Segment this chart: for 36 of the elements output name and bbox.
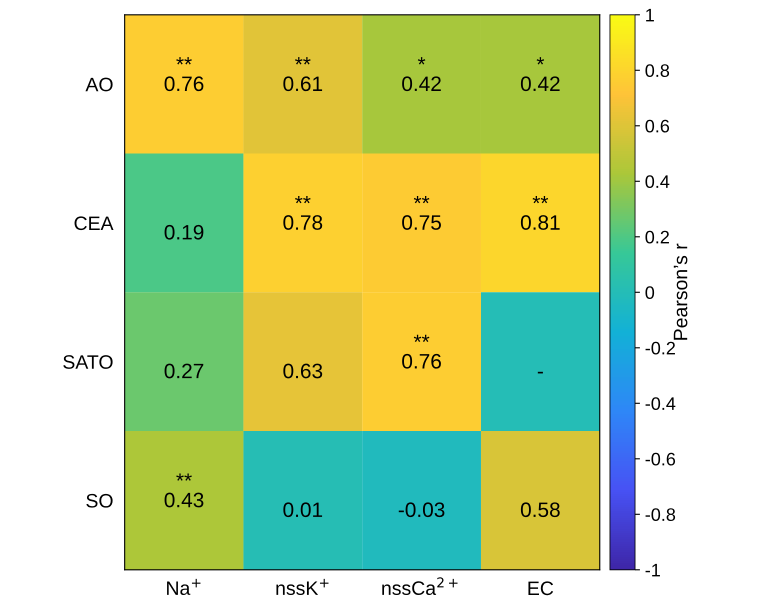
data-label: ** 0.43 [164,473,204,508]
color-bar-label: -0.6 [646,452,676,466]
color-bar-title: Pearson’s r [674,244,688,340]
data-label: ** 0.81 [520,196,560,230]
color-bar-label: -0.8 [646,508,676,522]
color-bar-label: -1 [646,564,660,576]
x-tick-label: nssK$^{+}$ [276,578,328,596]
data-label: - [538,372,543,374]
color-bar-label: 0.4 [645,175,670,188]
y-tick-label: SO [86,494,113,508]
y-tick-label: SATO [63,355,113,369]
data-label: 0.19 [164,224,204,240]
data-label: ** 0.76 [164,57,204,92]
color-bar-label: 1 [646,8,654,22]
color-bar-label: 0.2 [645,230,669,244]
x-tick-label: Na$^{+}$ [167,578,200,596]
color-bar-label: -0.2 [646,342,675,355]
data-label: * 0.42 [402,57,441,92]
y-tick-label: CEA [74,216,114,230]
data-label: 0.58 [520,502,560,518]
data-label: -0.03 [398,502,444,518]
x-tick-label: nssCa$^{2+}$ [382,577,458,596]
data-label: ** 0.78 [283,196,322,230]
data-label: * 0.42 [520,57,560,92]
color-bar-label: 0.8 [645,64,670,78]
data-label: ** 0.75 [402,196,441,230]
data-label: 0.01 [283,502,322,518]
x-tick-label: EC [528,581,554,596]
data-label: ** 0.76 [402,334,441,369]
data-label: 0.63 [283,364,322,378]
color-bar-label: 0.6 [645,120,670,133]
data-label: ** 0.61 [283,57,322,92]
data-label: 0.27 [164,364,204,378]
y-tick-label: AO [85,78,113,92]
color-bar-label: 0 [645,286,654,300]
color-bar-label: -0.4 [646,397,676,410]
